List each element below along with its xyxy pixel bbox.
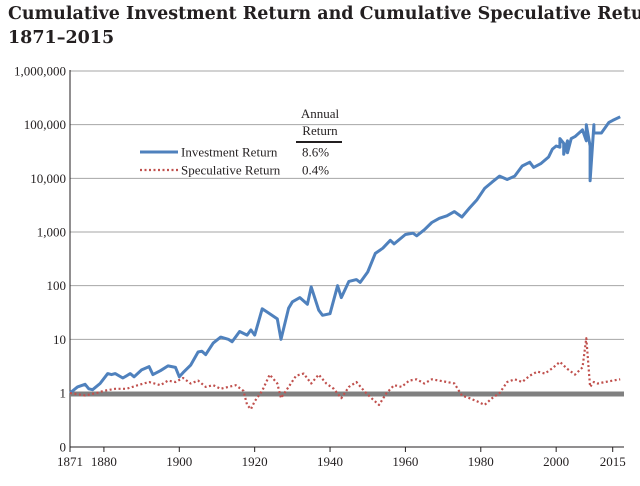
x-tick-label: 1871	[57, 454, 83, 469]
x-tick-label: 1980	[468, 454, 494, 469]
x-tick-label: 2015	[600, 454, 626, 469]
x-tick-label: 1880	[91, 454, 117, 469]
chart-title: Cumulative Investment Return and Cumulat…	[8, 2, 640, 50]
y-tick-label: 100	[47, 278, 67, 293]
x-tick-label: 1920	[242, 454, 268, 469]
y-tick-label: 1	[60, 386, 67, 401]
x-tick-label: 2000	[543, 454, 569, 469]
legend-label: Investment Return	[181, 145, 278, 160]
y-tick-label: 0	[60, 440, 67, 455]
y-tick-label: 10,000	[30, 171, 66, 186]
legend-label: Speculative Return	[181, 163, 281, 178]
y-tick-label: 1,000	[37, 225, 66, 240]
y-tick-label: 10	[53, 332, 66, 347]
x-tick-label: 1960	[392, 454, 418, 469]
legend-header-annual: Annual	[301, 106, 340, 121]
series-line-investment-return	[69, 115, 621, 395]
series-line-speculative-return	[69, 337, 621, 411]
y-tick-label: 100,000	[24, 117, 66, 132]
y-tick-label: 1,000,000	[14, 64, 66, 79]
legend-annual-return: 0.4%	[302, 163, 329, 178]
x-tick-label: 1940	[317, 454, 343, 469]
legend-header-return: Return	[302, 123, 338, 138]
chart-title-line-2: 1871–2015	[8, 28, 115, 48]
legend-annual-return: 8.6%	[302, 145, 329, 160]
x-tick-label: 1900	[166, 454, 192, 469]
chart-title-line-1: Cumulative Investment Return and Cumulat…	[8, 4, 640, 24]
